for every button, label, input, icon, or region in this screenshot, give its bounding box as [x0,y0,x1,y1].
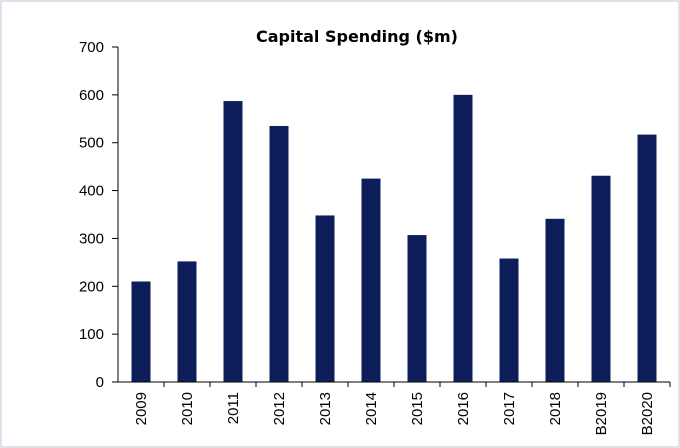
x-tick-label: 2013 [317,392,334,425]
bar-2009 [131,281,151,382]
x-tick-label: 2015 [409,392,426,425]
y-tick-label: 400 [79,183,104,200]
y-tick-label: 0 [96,374,104,391]
y-tick-label: 600 [79,87,104,104]
bar-B2020 [637,134,657,382]
x-tick-label: 2010 [179,392,196,425]
bar-2018 [545,218,565,382]
x-axis: 2009 2010 2011 2012 2013 2014 2015 2016 2017 2018… [118,381,671,435]
y-axis: 0 100 200 300 400 500 600 700 [79,39,119,391]
chart-title: Capital Spending ($m) [256,27,458,46]
bar-2011 [223,101,243,382]
x-tick-label: 2014 [363,392,380,425]
x-tick-label: 2017 [501,392,518,425]
y-tick-label: 100 [79,326,104,343]
bar-2014 [361,178,381,382]
y-tick-label: 700 [79,39,104,56]
y-tick-label: 500 [79,135,104,152]
bar-2013 [315,215,335,382]
bar-2015 [407,235,427,382]
bar-2010 [177,261,197,382]
x-tick-label: B2019 [593,392,610,435]
y-tick-label: 200 [79,278,104,295]
x-tick-label: 2016 [455,392,472,425]
x-tick-label: 2011 [225,392,242,424]
bar-2012 [269,125,289,382]
bar-2016 [453,94,473,382]
x-tick-label: B2020 [639,392,656,435]
x-tick-label: 2018 [547,392,564,425]
bars [131,94,657,382]
x-tick-label: 2009 [133,392,150,425]
x-tick-label: 2012 [271,392,288,425]
bar-2017 [499,258,519,382]
bar-B2019 [591,175,611,382]
y-tick-label: 300 [79,230,104,247]
